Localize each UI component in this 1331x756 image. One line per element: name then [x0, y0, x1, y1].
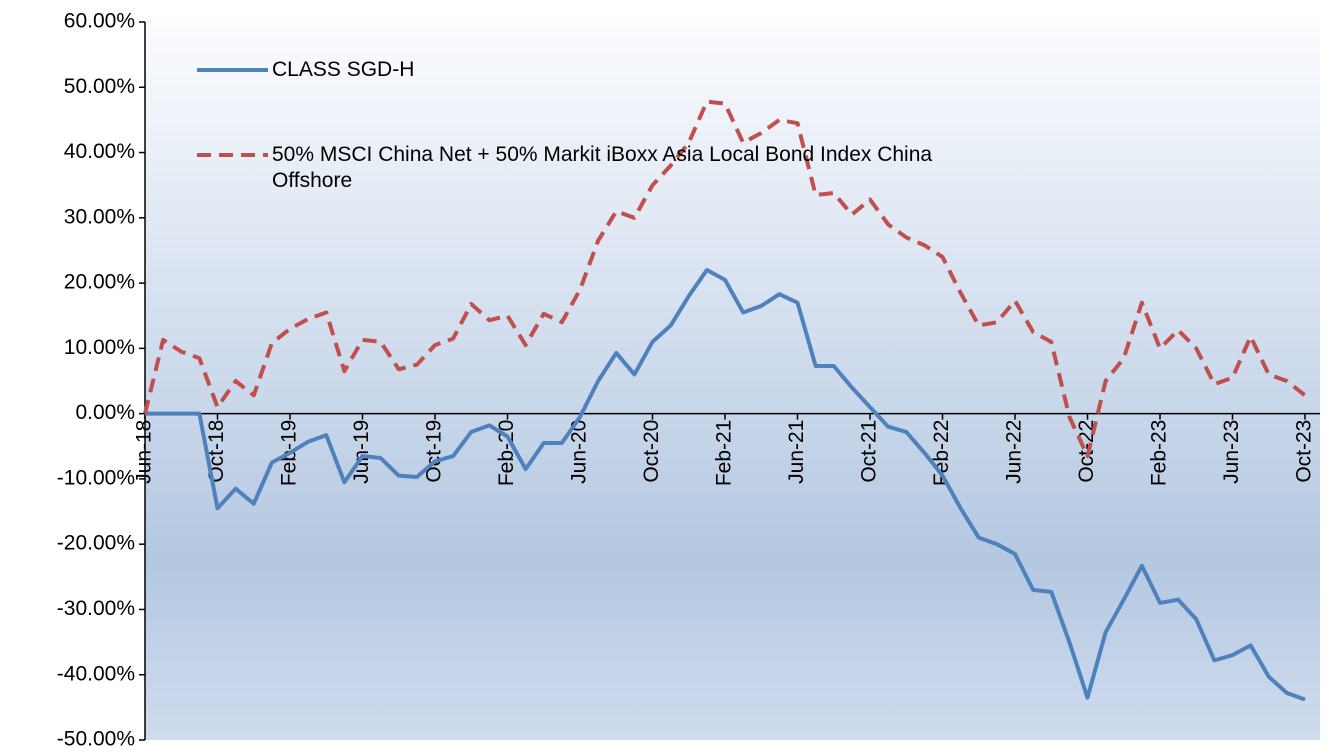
- x-tick-label: Jun-19: [350, 420, 373, 484]
- plot-area: [145, 22, 1320, 740]
- y-tick-label: 60.00%: [64, 10, 135, 33]
- y-tick-label: 0.00%: [75, 401, 135, 424]
- x-tick-label: Feb-20: [495, 420, 518, 487]
- x-tick-label: Feb-21: [713, 420, 736, 487]
- legend-label: 50% MSCI China Net + 50% Markit iBoxx As…: [272, 143, 933, 192]
- x-tick-label: Feb-23: [1148, 420, 1171, 487]
- x-tick-label: Jun-18: [133, 420, 156, 484]
- y-tick-label: 20.00%: [64, 271, 135, 294]
- series-line: [143, 99, 1307, 459]
- y-tick-label: 50.00%: [64, 75, 135, 98]
- x-tick-label: Jun-22: [1003, 420, 1026, 484]
- x-tick-label: Oct-22: [1075, 420, 1098, 483]
- y-tick-label: -20.00%: [57, 532, 135, 555]
- series-line: [145, 268, 1306, 702]
- x-tick-label: Oct-19: [423, 420, 446, 483]
- y-tick-label: 30.00%: [64, 205, 135, 228]
- y-tick-label: -40.00%: [57, 662, 135, 685]
- x-tick-label: Jun-20: [568, 420, 591, 484]
- y-tick-label: 10.00%: [64, 336, 135, 359]
- y-tick-label: 40.00%: [64, 140, 135, 163]
- y-tick-label: -30.00%: [57, 597, 135, 620]
- x-tick-label: Oct-20: [640, 420, 663, 483]
- x-tick-label: Jun-23: [1220, 420, 1243, 484]
- legend-label: CLASS SGD-H: [272, 58, 415, 81]
- x-tick-label: Oct-23: [1293, 420, 1316, 483]
- x-tick-label: Oct-21: [858, 420, 881, 483]
- y-tick-label: -10.00%: [57, 466, 135, 489]
- y-tick-label: -50.00%: [57, 728, 135, 751]
- x-tick-label: Jun-21: [785, 420, 808, 484]
